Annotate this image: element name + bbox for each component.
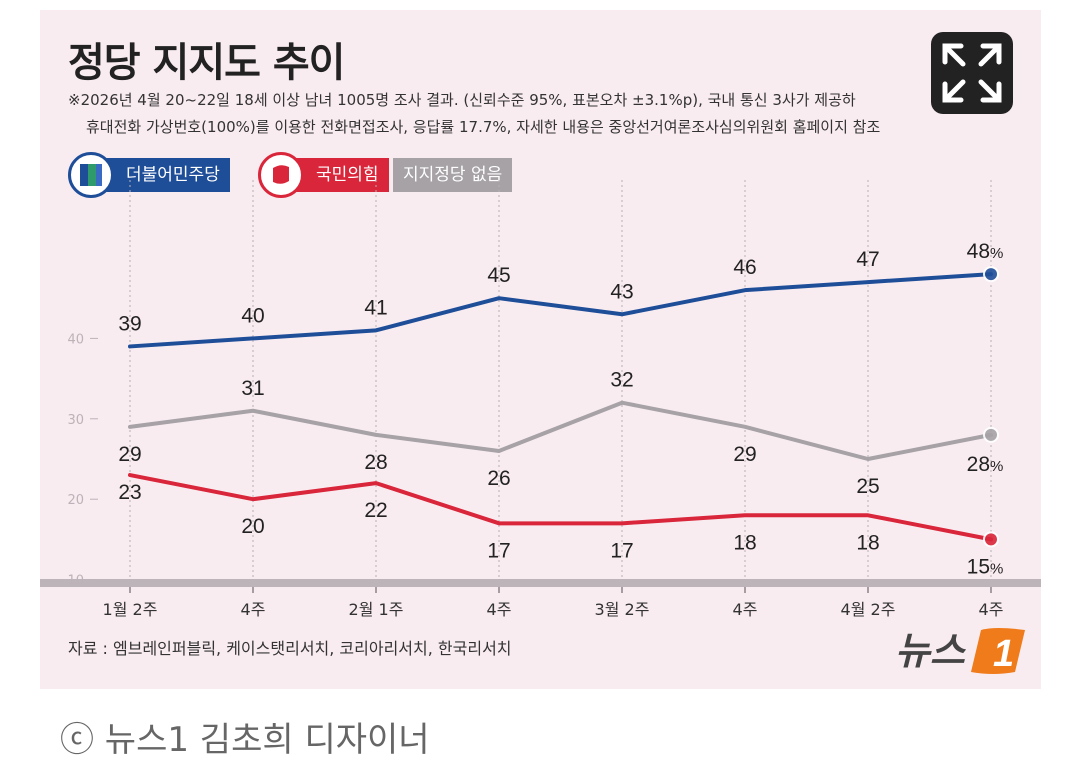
- data-label-dem-3: 45: [487, 264, 510, 287]
- x-tick-label-5: 4주: [733, 600, 758, 619]
- chart-title: 정당 지지도 추이: [68, 40, 345, 86]
- x-tick-label-0: 1월 2주: [103, 600, 158, 619]
- y-tick-label-10: 10: [67, 574, 84, 589]
- copyright-credit: ⓒ 뉴스1 김초희 디자이너: [60, 720, 430, 760]
- y-tick-label-40: 40: [67, 332, 84, 347]
- x-tick-label-1: 4주: [241, 600, 266, 619]
- data-label-dem-4: 43: [610, 280, 633, 303]
- data-label-ppp-3: 17: [487, 539, 510, 562]
- data-label-none-4: 32: [610, 369, 633, 392]
- dem-party-icon: [68, 152, 114, 198]
- data-label-dem-7: 48%: [967, 240, 1004, 263]
- data-label-dem-6: 47: [856, 248, 879, 271]
- data-label-ppp-2: 22: [364, 499, 387, 522]
- data-label-dem-1: 40: [241, 304, 264, 327]
- data-label-none-5: 29: [733, 443, 756, 466]
- data-label-dem-0: 39: [118, 312, 141, 335]
- series-line-dem: [128, 272, 993, 349]
- data-label-ppp-6: 18: [856, 531, 879, 554]
- data-label-dem-2: 41: [364, 296, 387, 319]
- infographic-card: 정당 지지도 추이 ※2026년 4월 20~22일 18세 이상 남녀 100…: [40, 10, 1041, 689]
- series-line-ppp: [128, 473, 993, 542]
- x-axis-band: [40, 579, 1041, 587]
- ppp-party-icon: [258, 152, 304, 198]
- legend-label-none: 지지정당 없음: [393, 158, 513, 192]
- x-tick-label-6: 4월 2주: [841, 600, 896, 619]
- y-tick-label-30: 30: [67, 413, 84, 428]
- end-marker-ppp: [983, 531, 999, 548]
- x-tick-label-7: 4주: [979, 600, 1004, 619]
- data-label-none-3: 26: [487, 467, 510, 490]
- source-note: 자료 : 엠브레인퍼블릭, 케이스탯리서치, 코리아리서치, 한국리서치: [68, 639, 512, 658]
- data-label-ppp-7: 15%: [967, 555, 1004, 578]
- expand-icon: [942, 43, 1002, 103]
- survey-note-line1: ※2026년 4월 20~22일 18세 이상 남녀 1005명 조사 결과. …: [68, 91, 856, 109]
- legend-label-ppp: 국민의힘: [294, 158, 389, 192]
- data-label-none-7: 28%: [967, 453, 1004, 476]
- data-label-dem-5: 46: [733, 256, 756, 279]
- data-label-ppp-1: 20: [241, 515, 264, 538]
- data-label-ppp-4: 17: [610, 539, 633, 562]
- y-tick-label-20: 20: [67, 493, 84, 508]
- data-label-none-1: 31: [241, 377, 264, 400]
- logo-number: 1: [993, 633, 1014, 675]
- data-label-none-0: 29: [118, 443, 141, 466]
- expand-button[interactable]: [931, 32, 1013, 114]
- data-label-none-6: 25: [856, 475, 879, 498]
- end-marker-dem: [983, 266, 999, 283]
- survey-note-line2: 휴대전화 가상번호(100%)를 이용한 전화면접조사, 응답률 17.7%, …: [86, 118, 881, 136]
- x-tick-label-2: 2월 1주: [349, 600, 404, 619]
- logo-text: 뉴스: [895, 631, 967, 673]
- data-label-ppp-0: 23: [118, 481, 141, 504]
- data-label-ppp-5: 18: [733, 531, 756, 554]
- x-tick-label-4: 3월 2주: [595, 600, 650, 619]
- line-chart: 1월 2주 4주 2월 1주 4주 3월 2주 4주 4월 2주 4주 10 20 30 40 39 40…: [40, 180, 1041, 619]
- data-label-none-2: 28: [364, 451, 387, 474]
- news1-logo: 뉴스 1: [895, 620, 1035, 684]
- legend-label-dem: 더불어민주당: [104, 158, 230, 192]
- x-tick-label-3: 4주: [487, 600, 512, 619]
- series-line-none: [128, 400, 993, 461]
- end-marker-none: [983, 426, 999, 443]
